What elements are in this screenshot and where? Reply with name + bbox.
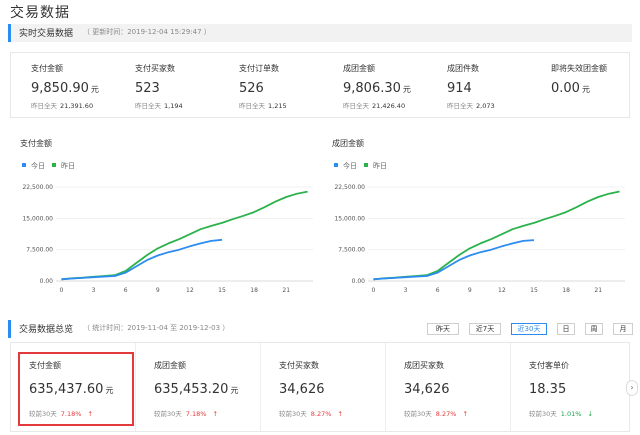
y-tick-label: 7,500.00 bbox=[338, 247, 365, 254]
x-tick-label: 18 bbox=[250, 287, 258, 294]
range-tab-7days[interactable]: 近7天 bbox=[469, 323, 501, 335]
overview-section-header: 交易数据总览 （ 统计时间：2019-11-04 至 2019-12-03 ） bbox=[8, 320, 418, 338]
legend-swatch bbox=[364, 163, 368, 167]
trend-up-icon: ↑ bbox=[212, 410, 218, 418]
overview-metrics: 支付金额 635,437.60 元 较前30天 7.18% ↑ 成团金额 635,4… bbox=[10, 342, 630, 432]
range-tab-week[interactable]: 周 bbox=[585, 323, 603, 335]
realtime-section-header: 实时交易数据 （ 更新时间：2019-12-04 15:29:47 ） bbox=[8, 24, 632, 42]
x-tick-label: 9 bbox=[468, 287, 472, 294]
y-tick-label: 15,000.00 bbox=[22, 215, 53, 222]
x-tick-label: 12 bbox=[186, 287, 194, 294]
x-tick-label: 15 bbox=[530, 287, 538, 294]
chart-svg: 今日 昨日 0.00 7,500.00 15,000.00 22,500.00 0 3 6 9 12… bbox=[22, 161, 313, 294]
legend-label: 昨日 bbox=[373, 161, 387, 170]
series-line-today bbox=[373, 239, 535, 281]
overview-metric-pay-amount[interactable]: 支付金额 635,437.60 元 较前30天 7.18% ↑ bbox=[11, 343, 136, 431]
trend-up-icon: ↑ bbox=[87, 410, 93, 418]
trend-down-icon: ↓ bbox=[587, 410, 593, 418]
x-tick-label: 6 bbox=[124, 287, 128, 294]
legend-swatch bbox=[334, 163, 338, 167]
update-time: （ 更新时间：2019-12-04 15:29:47 ） bbox=[83, 28, 211, 36]
overview-metric-avg-price[interactable]: 支付客单价 18.35 较前30天 1.01% ↓ bbox=[529, 361, 593, 418]
range-tab-day[interactable]: 日 bbox=[557, 323, 575, 335]
range-tab-month[interactable]: 月 bbox=[613, 323, 633, 335]
y-tick-label: 7,500.00 bbox=[26, 247, 53, 254]
legend-label: 昨日 bbox=[61, 161, 75, 170]
x-tick-label: 6 bbox=[436, 287, 440, 294]
x-tick-label: 3 bbox=[404, 287, 408, 294]
overview-section-title: 交易数据总览 bbox=[19, 325, 74, 335]
y-tick-label: 22,500.00 bbox=[22, 184, 53, 191]
series-line-today bbox=[61, 238, 223, 281]
overview-metric-pay-buyers[interactable]: 支付买家数 34,626 较前30天 8.27% ↑ bbox=[261, 343, 386, 431]
x-tick-label: 9 bbox=[156, 287, 160, 294]
realtime-section-title: 实时交易数据 bbox=[19, 29, 74, 39]
trend-up-icon: ↑ bbox=[337, 410, 343, 418]
x-tick-label: 0 bbox=[371, 287, 375, 294]
realtime-metrics: 支付金额 9,850.90 元 昨日全天 21,391.60 支付买家数 523 昨… bbox=[10, 52, 630, 118]
chart-title: 支付金额 bbox=[20, 139, 52, 148]
y-tick-label: 0.00 bbox=[40, 278, 54, 285]
chart-title: 成团金额 bbox=[332, 139, 364, 148]
overview-metric-group-amount[interactable]: 成团金额 635,453.20 元 较前30天 7.18% ↑ bbox=[136, 343, 261, 431]
series-line-yesterday bbox=[61, 190, 308, 281]
chart-group-amount: 成团金额 今日 昨日 0.00 7,500.00 15,000.00 22,500.00 0… bbox=[330, 134, 640, 309]
y-tick-label: 0.00 bbox=[352, 278, 366, 285]
highlight-box bbox=[18, 352, 134, 426]
chevron-right-icon[interactable]: › bbox=[626, 380, 638, 396]
trend-up-icon: ↑ bbox=[462, 410, 468, 418]
x-tick-label: 15 bbox=[218, 287, 226, 294]
overview-metric-group-buyers[interactable]: 成团买家数 34,626 较前30天 8.27% ↑ bbox=[386, 343, 511, 431]
legend-swatch bbox=[52, 163, 56, 167]
x-tick-label: 21 bbox=[594, 287, 602, 294]
x-tick-label: 0 bbox=[59, 287, 63, 294]
x-tick-label: 18 bbox=[562, 287, 570, 294]
chart-svg: 今日 昨日 0.00 7,500.00 15,000.00 22,500.00 0 3 6 9 12… bbox=[334, 161, 625, 294]
x-tick-label: 3 bbox=[92, 287, 96, 294]
x-tick-label: 21 bbox=[282, 287, 290, 294]
y-tick-label: 22,500.00 bbox=[334, 184, 365, 191]
range-tab-yesterday[interactable]: 昨天 bbox=[427, 323, 459, 335]
page-title: 交易数据 bbox=[10, 5, 70, 21]
y-tick-label: 15,000.00 bbox=[334, 215, 365, 222]
stat-time: （ 统计时间：2019-11-04 至 2019-12-03 ） bbox=[83, 324, 230, 332]
series-line-yesterday bbox=[373, 190, 620, 281]
range-tab-30days[interactable]: 近30天 bbox=[511, 323, 547, 335]
legend-swatch bbox=[22, 163, 26, 167]
chart-pay-amount: 支付金额 今日 昨日 0.00 7,500.00 15,000.00 22,500.00 0… bbox=[18, 134, 328, 309]
legend-label: 今日 bbox=[31, 161, 45, 170]
legend-label: 今日 bbox=[343, 161, 357, 170]
x-tick-label: 12 bbox=[498, 287, 506, 294]
